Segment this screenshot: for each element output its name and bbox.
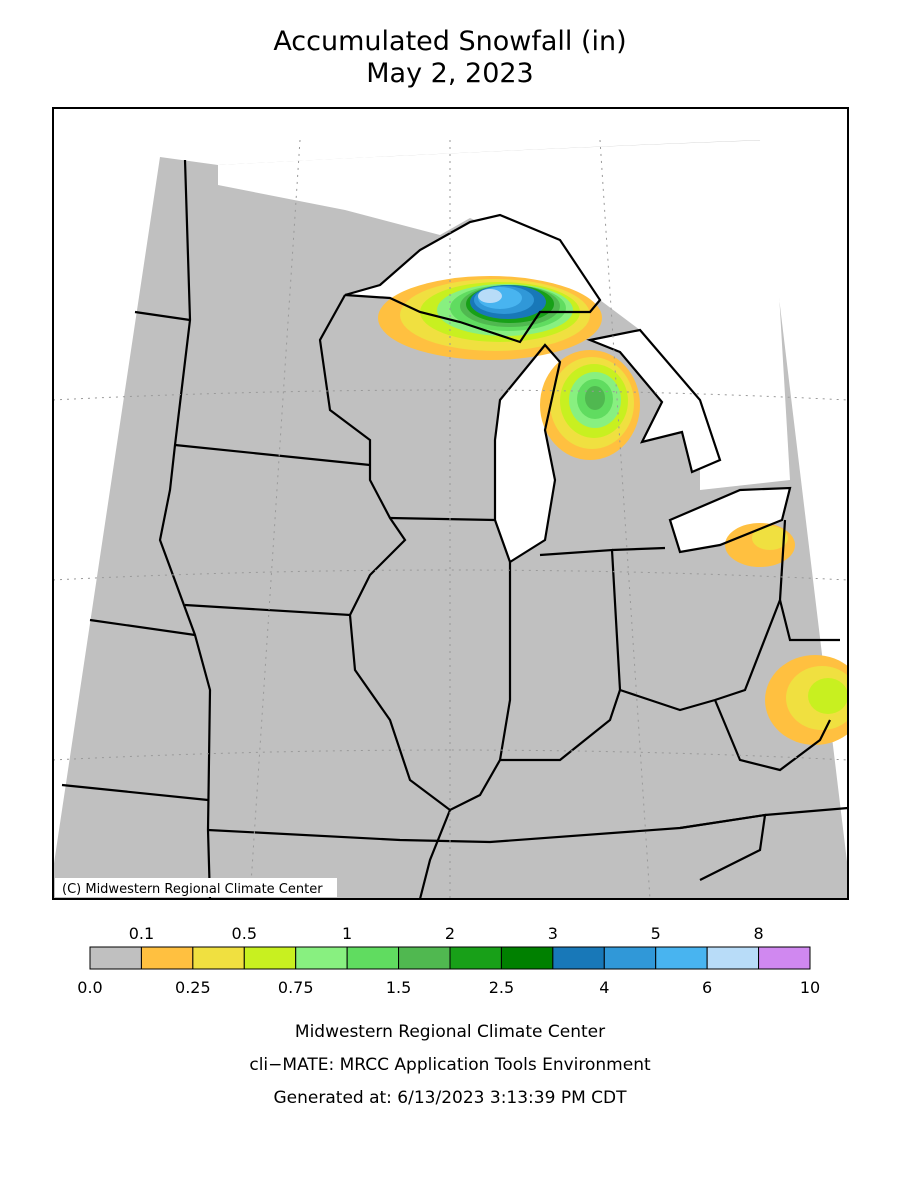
legend-swatch — [552, 946, 605, 970]
legend-swatch — [346, 946, 400, 970]
legend-label: 8 — [753, 924, 763, 943]
legend: 0.0 0.1 0.25 0.5 0.75 1 1.5 2 2.5 3 4 5 6 8 10 — [77, 924, 820, 997]
legend-swatch — [140, 946, 194, 970]
legend-swatch — [706, 946, 760, 970]
canada — [218, 140, 790, 490]
graticule — [53, 139, 848, 899]
snow-michigan — [540, 350, 640, 460]
lake-huron — [590, 330, 720, 472]
state-borders — [61, 159, 848, 899]
legend-label: 6 — [702, 978, 712, 997]
snow-wv — [765, 655, 848, 745]
legend-swatch — [192, 946, 245, 970]
legend-label: 2 — [445, 924, 455, 943]
lake-erie — [670, 488, 790, 552]
footer-line: Generated at: 6/13/2023 3:13:39 PM CDT — [274, 1088, 628, 1108]
legend-label: 0.75 — [278, 978, 314, 997]
legend-swatch — [758, 946, 811, 970]
legend-label: 1 — [342, 924, 352, 943]
subtitle: May 2, 2023 — [366, 58, 533, 89]
legend-swatch — [243, 946, 297, 970]
footer-line: cli−MATE: MRCC Application Tools Environ… — [249, 1055, 651, 1075]
title: Accumulated Snowfall (in) — [273, 26, 626, 57]
legend-label: 2.5 — [489, 978, 514, 997]
copyright-box — [55, 878, 337, 897]
legend-label: 0.5 — [232, 924, 257, 943]
snow-ohio — [725, 523, 795, 567]
legend-label: 4 — [599, 978, 609, 997]
lake-outlines — [344, 213, 792, 564]
legend-swatch — [89, 946, 142, 970]
legend-swatch — [398, 946, 451, 970]
map: (C) Midwestern Regional Climate Center — [52, 107, 849, 900]
legend-label: 3 — [548, 924, 558, 943]
legend-swatch — [500, 946, 554, 970]
snow-superior — [378, 276, 602, 360]
legend-swatch — [295, 946, 348, 970]
legend-label: 1.5 — [386, 978, 411, 997]
legend-label: 0.0 — [77, 978, 102, 997]
legend-swatch — [449, 946, 502, 970]
legend-swatch — [655, 946, 708, 970]
legend-label: 5 — [651, 924, 661, 943]
legend-label: 10 — [800, 978, 820, 997]
copyright: (C) Midwestern Regional Climate Center — [62, 882, 323, 897]
footer-line: Midwestern Regional Climate Center — [295, 1022, 605, 1042]
legend-label: 0.1 — [129, 924, 154, 943]
legend-label: 0.25 — [175, 978, 211, 997]
map-frame — [52, 107, 849, 900]
legend-swatch — [603, 946, 657, 970]
footer: Midwestern Regional Climate Center cli−MA… — [249, 1022, 651, 1108]
